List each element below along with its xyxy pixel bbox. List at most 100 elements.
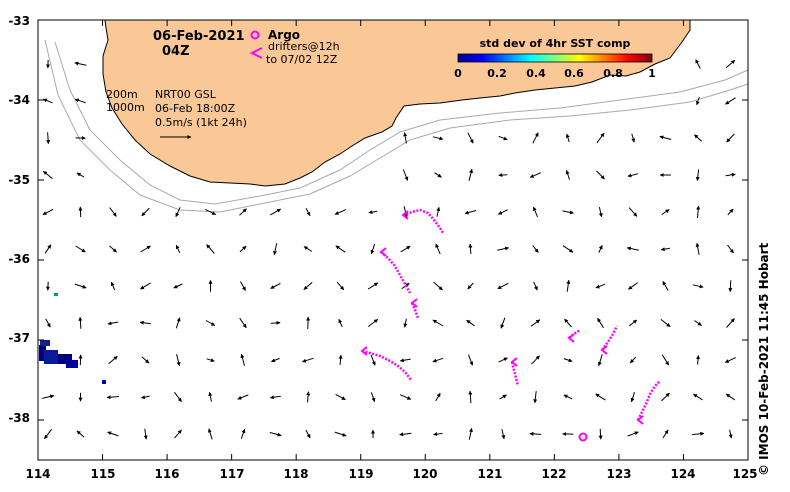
map-date: 06-Feb-2021 xyxy=(153,29,245,44)
model-name: NRT00 GSL xyxy=(155,88,217,101)
current-arrow xyxy=(631,133,636,143)
x-tick-label: 118 xyxy=(283,467,308,481)
current-arrow xyxy=(468,168,473,181)
current-arrow xyxy=(598,206,603,218)
current-arrow xyxy=(597,317,604,329)
current-arrow xyxy=(240,428,246,439)
current-arrow xyxy=(140,282,151,290)
current-arrow xyxy=(532,245,539,253)
current-arrow xyxy=(269,432,282,437)
current-arrow xyxy=(334,209,347,215)
current-arrow xyxy=(174,392,182,403)
y-axis-labels: -33 -34 -35 -36 -37 -38 xyxy=(8,14,30,425)
current-arrow xyxy=(660,247,670,252)
axis-ticks xyxy=(37,19,749,460)
x-tick-label: 124 xyxy=(670,467,695,481)
current-arrow xyxy=(464,210,477,215)
current-arrow xyxy=(533,281,538,291)
current-arrow xyxy=(499,394,507,400)
current-arrow xyxy=(501,428,506,440)
drifter-head xyxy=(636,415,644,425)
isobath-1000m xyxy=(44,39,749,213)
drifter-head xyxy=(379,247,387,257)
drifter-head xyxy=(600,345,608,355)
drifter-track xyxy=(568,328,581,339)
current-arrow xyxy=(660,319,671,327)
current-arrow xyxy=(694,320,702,326)
colorbar-tick-label: 0.4 xyxy=(526,67,546,80)
current-arrow xyxy=(532,132,539,144)
drifter-marker-icon xyxy=(249,47,263,59)
current-arrow xyxy=(727,208,734,216)
current-arrow xyxy=(270,283,281,289)
current-arrow xyxy=(109,245,117,253)
current-arrow xyxy=(76,430,85,438)
current-arrow xyxy=(531,355,540,365)
x-tick-label: 114 xyxy=(25,467,50,481)
current-arrow xyxy=(399,358,411,363)
current-arrow xyxy=(533,391,538,404)
current-arrow xyxy=(598,245,603,253)
y-tick-label: -35 xyxy=(8,173,30,187)
current-arrow xyxy=(44,428,52,440)
current-arrow xyxy=(725,393,736,401)
current-arrow xyxy=(565,170,570,180)
current-arrow xyxy=(175,244,181,254)
current-arrow xyxy=(270,320,281,325)
current-arrow xyxy=(695,96,700,106)
current-arrow xyxy=(628,282,638,290)
colorbar-ticks: 0 0.2 0.4 0.6 0.8 1 xyxy=(454,67,656,80)
current-arrow xyxy=(237,394,249,400)
current-arrow xyxy=(529,172,542,178)
current-arrow xyxy=(303,282,313,290)
current-arrow xyxy=(628,319,638,327)
current-arrow xyxy=(205,320,216,326)
current-arrow xyxy=(497,282,509,290)
current-arrow xyxy=(629,356,637,364)
current-arrow xyxy=(595,283,606,289)
current-arrow xyxy=(305,208,311,217)
current-arrow xyxy=(139,320,151,325)
current-arrow xyxy=(562,210,574,215)
current-arrow xyxy=(565,133,570,143)
y-tick-label: -33 xyxy=(8,14,30,28)
y-tick-label: -36 xyxy=(8,252,30,266)
current-arrow xyxy=(270,208,282,216)
current-arrow xyxy=(696,355,701,365)
current-arrow xyxy=(402,169,409,181)
x-tick-label: 122 xyxy=(541,467,566,481)
drifter-track xyxy=(636,380,661,421)
current-arrow xyxy=(435,392,441,402)
current-arrow xyxy=(303,246,313,252)
current-arrow xyxy=(436,206,441,217)
current-arrow xyxy=(728,429,733,439)
current-arrow xyxy=(725,172,736,177)
current-arrow xyxy=(43,98,53,104)
current-arrow xyxy=(302,357,314,363)
current-arrow xyxy=(468,243,473,255)
current-arrow xyxy=(336,281,345,291)
current-arrow xyxy=(661,209,670,215)
drifter-track xyxy=(410,302,420,319)
current-arrow xyxy=(432,136,444,141)
current-arrow xyxy=(46,132,51,145)
drifter-head xyxy=(510,357,518,367)
current-arrow xyxy=(403,132,408,144)
current-arrow xyxy=(208,391,213,402)
current-arrow xyxy=(335,245,346,253)
current-arrow xyxy=(305,429,311,439)
y-tick-label: -38 xyxy=(8,411,30,425)
current-arrow xyxy=(695,242,700,255)
current-arrow xyxy=(433,281,443,291)
current-arrow xyxy=(497,246,510,251)
current-arrow xyxy=(367,318,379,328)
current-arrow xyxy=(692,284,704,289)
current-arrow xyxy=(530,319,541,327)
current-arrow xyxy=(141,207,150,217)
x-tick-label: 115 xyxy=(90,467,115,481)
current-arrow xyxy=(338,354,343,365)
current-arrow xyxy=(403,318,408,328)
legend-drifters-label-1: drifters@12h xyxy=(268,40,340,53)
current-arrow xyxy=(207,428,213,440)
